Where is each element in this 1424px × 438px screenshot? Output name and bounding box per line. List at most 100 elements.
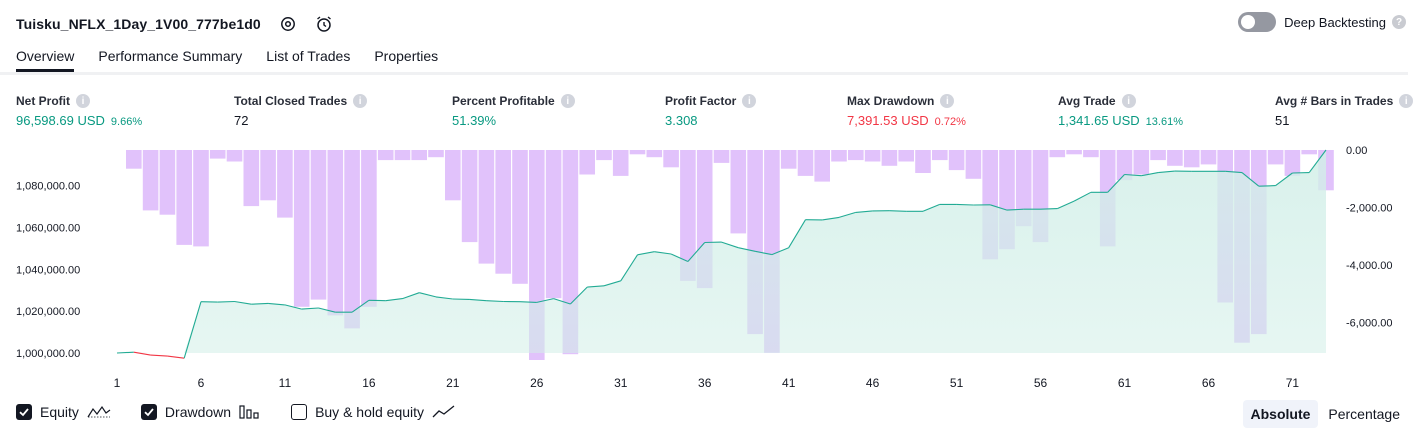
tab-overview[interactable]: Overview [16,48,75,72]
equity-line-segment [754,250,773,256]
equity-line-segment [1141,172,1159,177]
equity-line-segment [788,219,806,248]
equity-line-segment [116,351,134,354]
x-axis-tick-label: 26 [530,376,544,390]
equity-line-segment [603,280,621,287]
equity-line-icon [87,405,111,419]
info-icon[interactable]: i [560,94,575,108]
equity-line-segment [217,300,235,303]
drawdown-bar [1066,150,1082,155]
metric-total-closed-trades: Total Closed Trades i 72 [234,94,368,128]
equity-line-segment [469,298,487,302]
equity-line-segment [167,355,185,359]
tab-properties[interactable]: Properties [374,48,439,64]
equity-line-segment [771,247,789,256]
legend-drawdown-label: Drawdown [164,404,232,420]
buy-hold-checkbox[interactable] [291,404,308,420]
equity-line-segment [519,301,537,303]
drawdown-bar [445,150,461,201]
drawdown-bar [478,150,495,264]
x-axis-tick-label: 31 [614,376,628,390]
drawdown-bar [260,150,276,201]
right-axis-tick-label: -6,000.00 [1346,318,1392,330]
deep-backtesting-control: Deep Backtesting ? [1238,12,1406,32]
x-axis-tick-label: 6 [198,376,205,390]
metric-value: 51 [1275,113,1290,128]
equity-drawdown-chart[interactable]: 1,000,000.00 1,020,000.00 1,040,000.00 1,06… [0,138,1424,398]
info-icon[interactable]: i [353,94,368,108]
chart-legend: Equity Drawdown Buy & hold equity [16,404,486,420]
x-axis-tick-label: 1 [114,376,121,390]
info-icon[interactable]: i [742,94,757,108]
drawdown-bar [545,150,562,299]
right-axis-tick-label: -4,000.00 [1346,260,1392,272]
left-axis-tick-label: 1,040,000.00 [16,264,80,276]
metric-label: Percent Profitable [452,94,555,108]
equity-line-segment [1006,208,1024,211]
metric-label: Max Drawdown [847,94,935,108]
drawdown-bar [1083,150,1099,158]
x-axis-tick-label: 66 [1202,376,1216,390]
drawdown-bar [243,150,260,207]
info-icon[interactable]: i [1121,94,1136,108]
strategy-title: Tuisku_NFLX_1Day_1V00_777be1d0 [16,16,261,32]
alarm-clock-icon[interactable] [315,15,333,33]
drawdown-bar [780,150,797,169]
absolute-mode-button[interactable]: Absolute [1242,400,1319,428]
info-icon[interactable]: i [940,94,955,108]
drawdown-bar [948,150,965,171]
legend-equity[interactable]: Equity [16,404,111,420]
equity-line-segment [385,298,403,302]
drawdown-bar [1167,150,1183,166]
drawdown-bar [411,150,427,161]
metric-max-drawdown: Max Drawdown i 7,391.53 USD 0.72% [847,94,966,128]
drawdown-bar [512,150,528,284]
equity-line-segment [183,301,202,359]
equity-line-segment [284,304,302,310]
x-axis-tick-label: 16 [362,376,376,390]
drawdown-checkbox[interactable] [140,404,157,420]
drawdown-bar [277,150,293,218]
equity-line-segment [990,204,1008,211]
help-icon[interactable]: ? [1392,15,1406,29]
equity-line-segment [620,254,638,282]
percentage-mode-button[interactable]: Percentage [1328,406,1400,422]
equity-line-segment [1308,149,1327,173]
drawdown-bar [596,150,612,161]
drawdown-bar [1200,150,1217,165]
drawdown-bars-icon [239,405,261,419]
metric-value: 96,598.69 USD [16,113,105,128]
metric-net-profit: Net Profit i 96,598.69 USD 9.66% [16,94,142,128]
left-axis-tick-label: 1,080,000.00 [16,181,80,193]
drawdown-bar [1183,150,1200,168]
equity-fill [117,150,1326,353]
equity-line-segment [587,285,605,288]
drawdown-bar [831,150,847,162]
strategy-header: Tuisku_NFLX_1Day_1V00_777be1d0 [16,12,333,36]
legend-drawdown[interactable]: Drawdown [140,404,261,420]
tab-performance-summary[interactable]: Performance Summary [98,48,243,64]
equity-line-segment [1241,172,1260,187]
legend-buy-hold[interactable]: Buy & hold equity [291,404,456,420]
info-icon[interactable]: i [1399,94,1414,108]
x-axis-tick-label: 21 [446,376,460,390]
metric-label: Avg # Bars in Trades [1275,94,1394,108]
deep-backtesting-toggle[interactable] [1238,12,1277,32]
info-icon[interactable]: i [76,94,90,108]
settings-icon[interactable] [279,15,297,33]
chart-axes: 1,000,000.00 1,020,000.00 1,040,000.00 1,06… [16,145,1392,390]
equity-line-segment [687,242,706,262]
drawdown-bar [629,150,646,155]
equity-line-segment [1124,173,1142,177]
equity-line-segment [486,300,504,303]
equity-line-segment [351,299,370,313]
drawdown-bar [361,150,377,307]
equity-line-segment [956,203,974,206]
tab-list-of-trades[interactable]: List of Trades [266,48,351,64]
drawdown-bar [209,150,226,159]
equity-checkbox[interactable] [16,404,32,420]
x-axis-tick-label: 41 [782,376,796,390]
equity-line-segment [922,203,941,212]
equity-line-segment [721,241,739,249]
legend-equity-label: Equity [40,404,79,420]
